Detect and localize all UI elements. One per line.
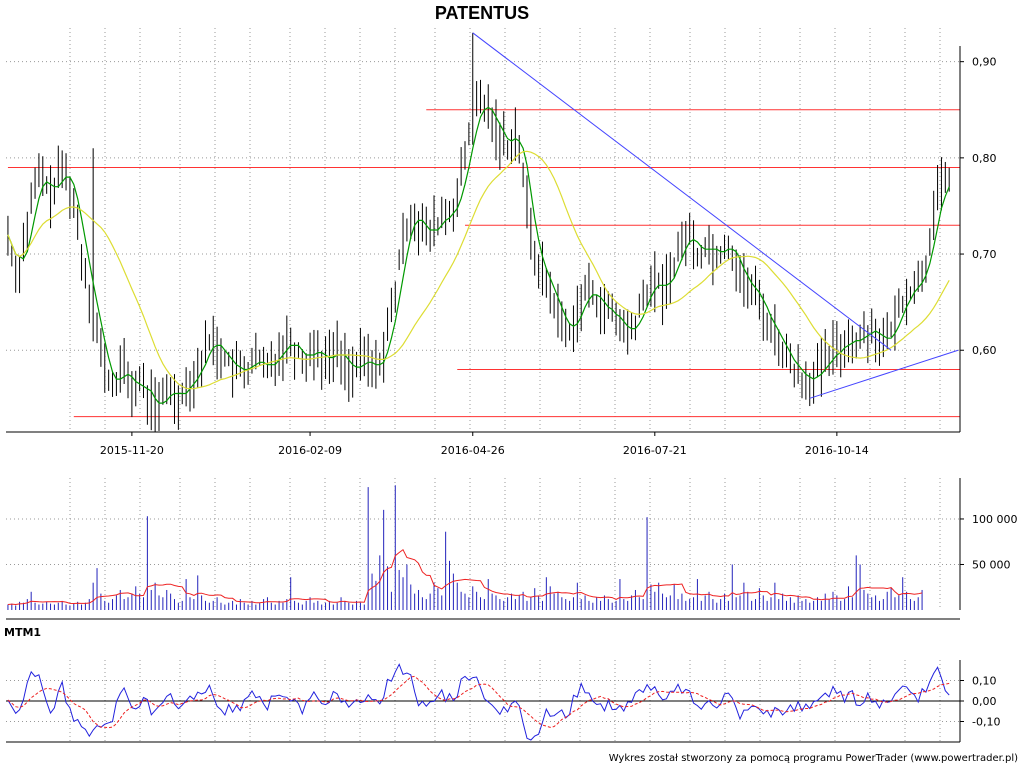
price-panel: 0,90 0,80 0,70 0,60 2015-11-20 2016-02-09 2016… [6, 28, 997, 457]
price-x-tick-label: 2015-11-20 [100, 444, 164, 457]
volume-average-line [7, 548, 923, 606]
momentum-y-tick-label: 0,10 [972, 675, 997, 688]
footer-credit: Wykres został stworzony za pomocą progra… [609, 753, 1018, 764]
price-y-tick-label: 0,90 [972, 56, 997, 69]
trend-line [472, 32, 892, 351]
moving-average-line [7, 150, 950, 390]
volume-y-tick-label: 100 000 [972, 513, 1018, 526]
momentum-line [7, 663, 950, 741]
momentum-y-tick-label: 0,00 [972, 695, 997, 708]
price-y-tick-label: 0,70 [972, 248, 997, 261]
momentum-signal-line [7, 675, 950, 729]
momentum-y-tick-label: -0,10 [972, 716, 1000, 729]
price-x-tick-label: 2016-10-14 [805, 444, 869, 457]
volume-y-tick-label: 50 000 [972, 558, 1011, 571]
volume-panel: 100 000 50 000 [6, 478, 1018, 620]
price-y-tick-label: 0,60 [972, 344, 997, 357]
price-x-tick-label: 2016-07-21 [623, 444, 687, 457]
price-x-tick-label: 2016-02-09 [278, 444, 342, 457]
trend-line [809, 349, 959, 399]
moving-average-line [7, 106, 950, 404]
momentum-panel-title: MTM1 [4, 626, 41, 639]
price-x-tick-label: 2016-04-26 [441, 444, 505, 457]
momentum-panel: MTM1 0,10 0,00 -0,10 [4, 626, 1000, 743]
price-y-tick-label: 0,80 [972, 152, 997, 165]
chart-title: PATENTUS [435, 3, 529, 23]
